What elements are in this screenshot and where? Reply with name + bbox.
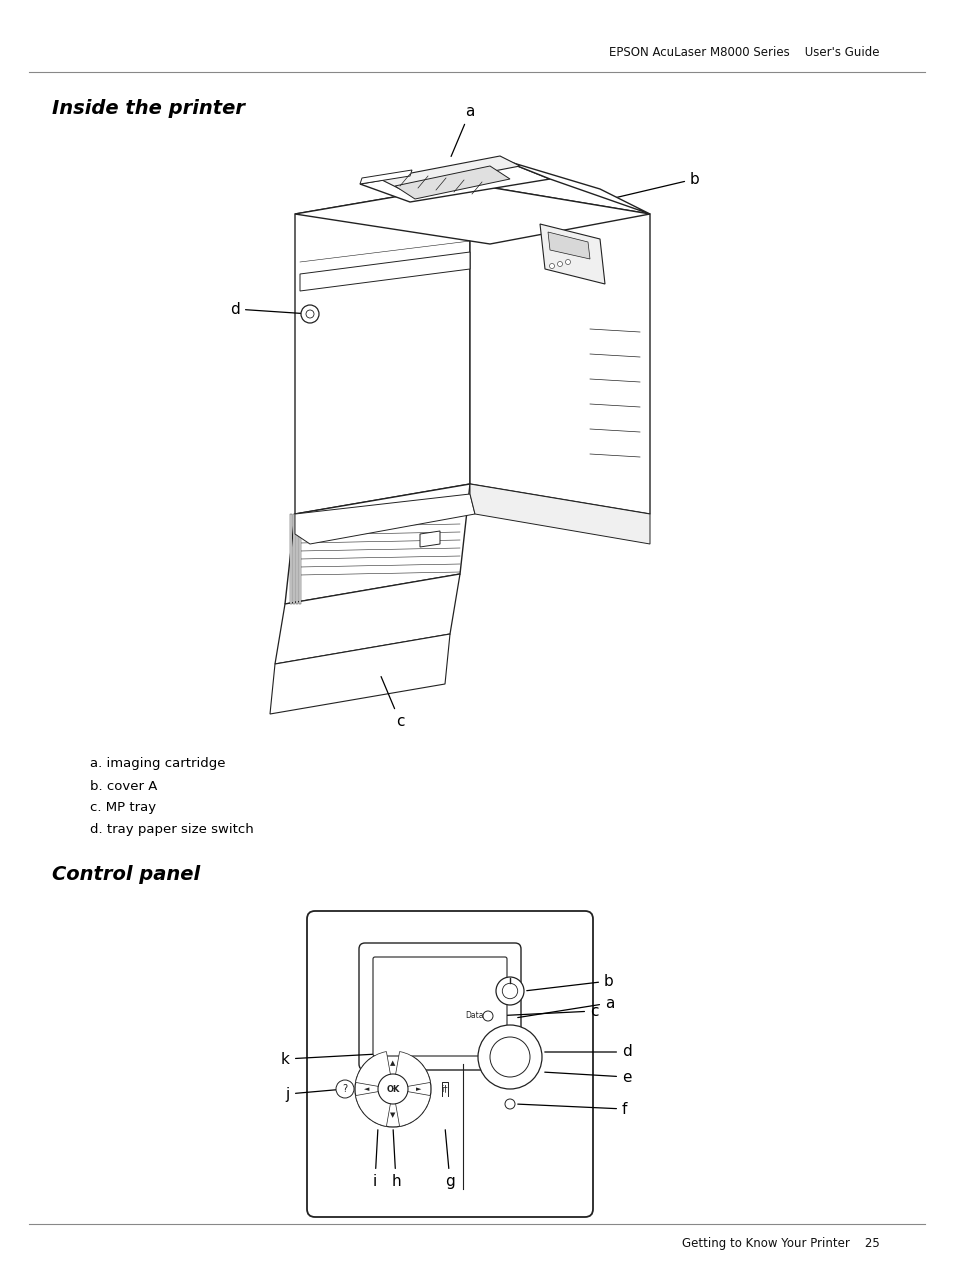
Circle shape: [565, 260, 570, 265]
Circle shape: [335, 1080, 354, 1098]
Circle shape: [301, 304, 318, 324]
Text: f: f: [517, 1102, 627, 1116]
Polygon shape: [359, 159, 550, 203]
Text: k: k: [281, 1051, 375, 1066]
Circle shape: [557, 261, 562, 266]
FancyBboxPatch shape: [307, 911, 593, 1217]
Text: OK: OK: [386, 1084, 399, 1093]
Text: c: c: [380, 676, 404, 729]
Text: ►: ►: [416, 1085, 421, 1092]
Text: d: d: [230, 302, 307, 316]
Text: ▼: ▼: [390, 1112, 395, 1119]
Polygon shape: [379, 155, 519, 189]
Text: Control panel: Control panel: [52, 865, 200, 883]
Text: i: i: [373, 1130, 377, 1189]
Polygon shape: [298, 513, 301, 604]
Circle shape: [355, 1051, 431, 1127]
Text: ?: ?: [342, 1084, 347, 1094]
Text: h: h: [391, 1130, 400, 1189]
Polygon shape: [294, 494, 475, 544]
Text: ◄: ◄: [364, 1085, 370, 1092]
Polygon shape: [285, 484, 470, 604]
Text: Getting to Know Your Printer    25: Getting to Know Your Printer 25: [681, 1237, 879, 1251]
Circle shape: [306, 310, 314, 318]
Circle shape: [377, 1074, 408, 1105]
Polygon shape: [294, 183, 649, 245]
Polygon shape: [294, 183, 470, 513]
Circle shape: [490, 1037, 530, 1077]
Wedge shape: [355, 1051, 393, 1089]
Text: b: b: [612, 172, 699, 199]
Text: c. MP tray: c. MP tray: [90, 801, 156, 814]
Text: c: c: [496, 1004, 598, 1018]
Polygon shape: [547, 232, 589, 259]
Text: Data: Data: [464, 1012, 483, 1020]
Polygon shape: [419, 531, 439, 547]
Text: e: e: [544, 1069, 631, 1084]
Text: a: a: [451, 104, 475, 157]
Text: d: d: [544, 1045, 631, 1060]
Polygon shape: [359, 169, 412, 183]
Text: Inside the printer: Inside the printer: [52, 98, 245, 117]
Polygon shape: [470, 484, 649, 544]
Text: i†: i†: [441, 1084, 448, 1093]
Polygon shape: [470, 183, 649, 513]
Polygon shape: [293, 513, 294, 604]
Polygon shape: [270, 634, 450, 713]
Text: ▲: ▲: [390, 1060, 395, 1066]
Circle shape: [504, 1099, 515, 1108]
Text: j: j: [286, 1087, 342, 1102]
Text: a. imaging cartridge: a. imaging cartridge: [90, 758, 225, 771]
Polygon shape: [299, 252, 470, 290]
Circle shape: [477, 1026, 541, 1089]
Circle shape: [482, 1012, 493, 1020]
Wedge shape: [393, 1089, 430, 1126]
FancyBboxPatch shape: [373, 957, 506, 1056]
Text: a: a: [517, 995, 614, 1018]
Wedge shape: [355, 1089, 393, 1126]
Text: b: b: [526, 973, 613, 991]
Circle shape: [502, 984, 517, 999]
Text: EPSON AcuLaser M8000 Series    User's Guide: EPSON AcuLaser M8000 Series User's Guide: [609, 46, 879, 59]
Text: d. tray paper size switch: d. tray paper size switch: [90, 823, 253, 837]
Circle shape: [496, 977, 523, 1005]
Polygon shape: [290, 513, 292, 604]
Polygon shape: [539, 224, 604, 284]
Polygon shape: [499, 159, 649, 214]
Polygon shape: [395, 166, 510, 199]
Circle shape: [549, 264, 554, 269]
FancyBboxPatch shape: [358, 943, 520, 1070]
Text: g: g: [445, 1130, 455, 1189]
Text: b. cover A: b. cover A: [90, 780, 157, 792]
Wedge shape: [393, 1051, 430, 1089]
Polygon shape: [295, 513, 297, 604]
Polygon shape: [274, 575, 459, 664]
